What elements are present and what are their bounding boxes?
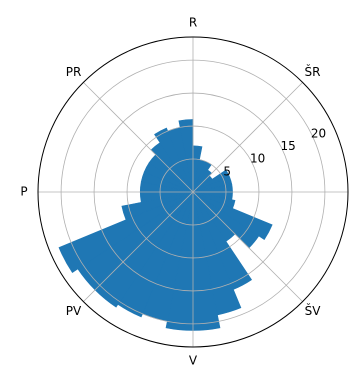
- direction-label-6: P: [20, 185, 27, 199]
- grid-spoke-1: [192, 82, 303, 193]
- grid-spoke-7: [83, 82, 194, 193]
- direction-label-5: PV: [66, 304, 82, 318]
- grid-spoke-3: [192, 191, 303, 302]
- direction-label-3: ŠV: [305, 303, 322, 318]
- bar-22: [121, 191, 194, 221]
- outer-ring: [37, 36, 349, 348]
- r-tick-label-0: 5: [223, 164, 231, 178]
- bar-21: [58, 191, 194, 274]
- r-tick-label-2: 15: [280, 139, 295, 153]
- bar-10: [192, 191, 273, 241]
- grid-spoke-5: [83, 191, 194, 302]
- r-tick-label-1: 10: [250, 152, 265, 166]
- direction-label-4: V: [189, 354, 198, 367]
- labels-layer: R ŠR ŠV V PV P PR 5 10 15 20: [20, 16, 326, 367]
- bar-29: [154, 127, 194, 193]
- r-tick-label-3: 20: [311, 126, 326, 140]
- bars-layer: [58, 119, 273, 331]
- direction-label-0: R: [189, 16, 197, 30]
- grid-layer: [37, 36, 349, 348]
- direction-label-1: ŠR: [305, 64, 321, 79]
- direction-label-7: PR: [66, 65, 82, 79]
